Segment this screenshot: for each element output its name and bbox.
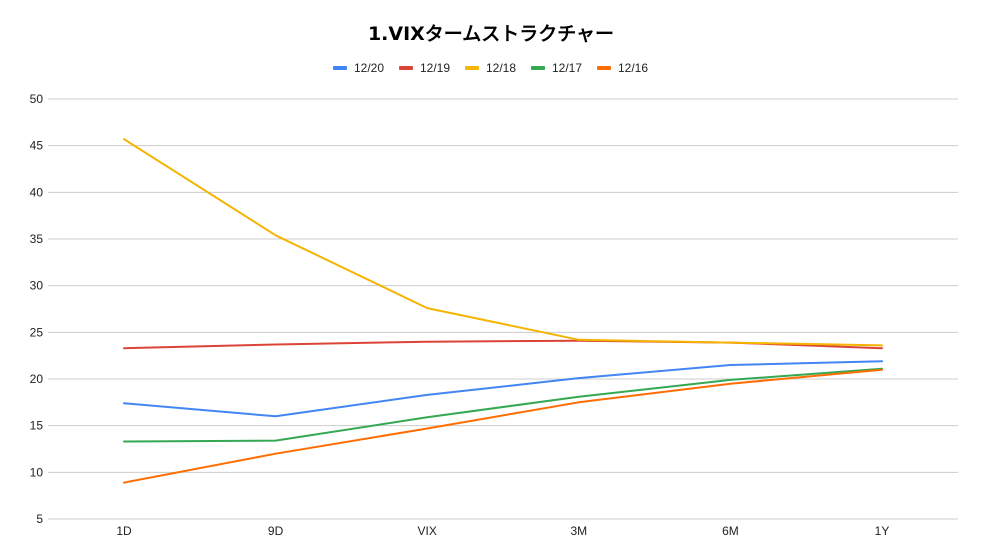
legend-swatch	[465, 66, 479, 70]
series-line-12-18	[123, 138, 883, 347]
y-tick-label: 10	[30, 465, 44, 479]
data-point	[123, 138, 125, 140]
y-tick-label: 40	[30, 185, 44, 199]
legend-label: 12/16	[618, 61, 648, 75]
data-point	[881, 347, 883, 349]
y-axis: 5 10 15 20 25 30 35 40 45 50	[30, 92, 44, 526]
x-tick-label: 3M	[570, 524, 587, 538]
data-point	[123, 441, 125, 443]
data-point	[426, 394, 428, 396]
x-tick-label: 9D	[268, 524, 284, 538]
legend-label: 12/20	[354, 61, 384, 75]
data-point	[578, 339, 580, 341]
data-point	[123, 482, 125, 484]
gridlines	[48, 98, 958, 520]
x-tick-label: 6M	[722, 524, 739, 538]
data-point	[123, 402, 125, 404]
y-tick-label: 25	[30, 325, 44, 339]
data-point	[275, 440, 277, 442]
data-point	[275, 453, 277, 455]
y-tick-label: 30	[30, 279, 44, 293]
data-point	[578, 377, 580, 379]
x-tick-label: 1D	[116, 524, 132, 538]
data-point	[123, 347, 125, 349]
data-point	[426, 341, 428, 343]
data-point	[275, 415, 277, 417]
legend-swatch	[399, 66, 413, 70]
data-point	[426, 427, 428, 429]
series-line-12-17	[123, 367, 883, 443]
legend-item: 12/20	[333, 61, 384, 75]
legend-swatch	[333, 66, 347, 70]
data-point	[578, 396, 580, 398]
data-point	[729, 342, 731, 344]
legend-swatch	[531, 66, 545, 70]
legend: 12/20 12/19 12/18 12/17 12/16	[333, 61, 648, 75]
data-point	[881, 360, 883, 362]
x-axis: 1D 9D VIX 3M 6M 1Y	[116, 524, 889, 538]
data-point	[426, 416, 428, 418]
data-point	[275, 343, 277, 345]
data-point	[729, 379, 731, 381]
series-line-12-16	[123, 368, 883, 484]
x-tick-label: VIX	[418, 524, 437, 538]
data-point	[275, 234, 277, 236]
series-line-12-20	[123, 360, 883, 418]
y-tick-label: 15	[30, 419, 44, 433]
data-point	[578, 401, 580, 403]
y-tick-label: 5	[36, 512, 43, 526]
data-point	[881, 369, 883, 371]
legend-item: 12/18	[465, 61, 516, 75]
legend-item: 12/17	[531, 61, 582, 75]
y-tick-label: 45	[30, 139, 44, 153]
data-point	[426, 307, 428, 309]
y-tick-label: 20	[30, 372, 44, 386]
y-tick-label: 50	[30, 92, 44, 106]
legend-label: 12/19	[420, 61, 450, 75]
legend-item: 12/19	[399, 61, 450, 75]
legend-item: 12/16	[597, 61, 648, 75]
data-point	[729, 383, 731, 385]
series-line-12-19	[123, 339, 883, 350]
legend-label: 12/17	[552, 61, 582, 75]
data-point	[881, 344, 883, 346]
series-layer	[123, 138, 883, 484]
legend-label: 12/18	[486, 61, 516, 75]
y-tick-label: 35	[30, 232, 44, 246]
x-tick-label: 1Y	[875, 524, 890, 538]
legend-swatch	[597, 66, 611, 70]
chart-title: 1.VIXタームストラクチャー	[368, 23, 614, 45]
data-point	[729, 364, 731, 366]
